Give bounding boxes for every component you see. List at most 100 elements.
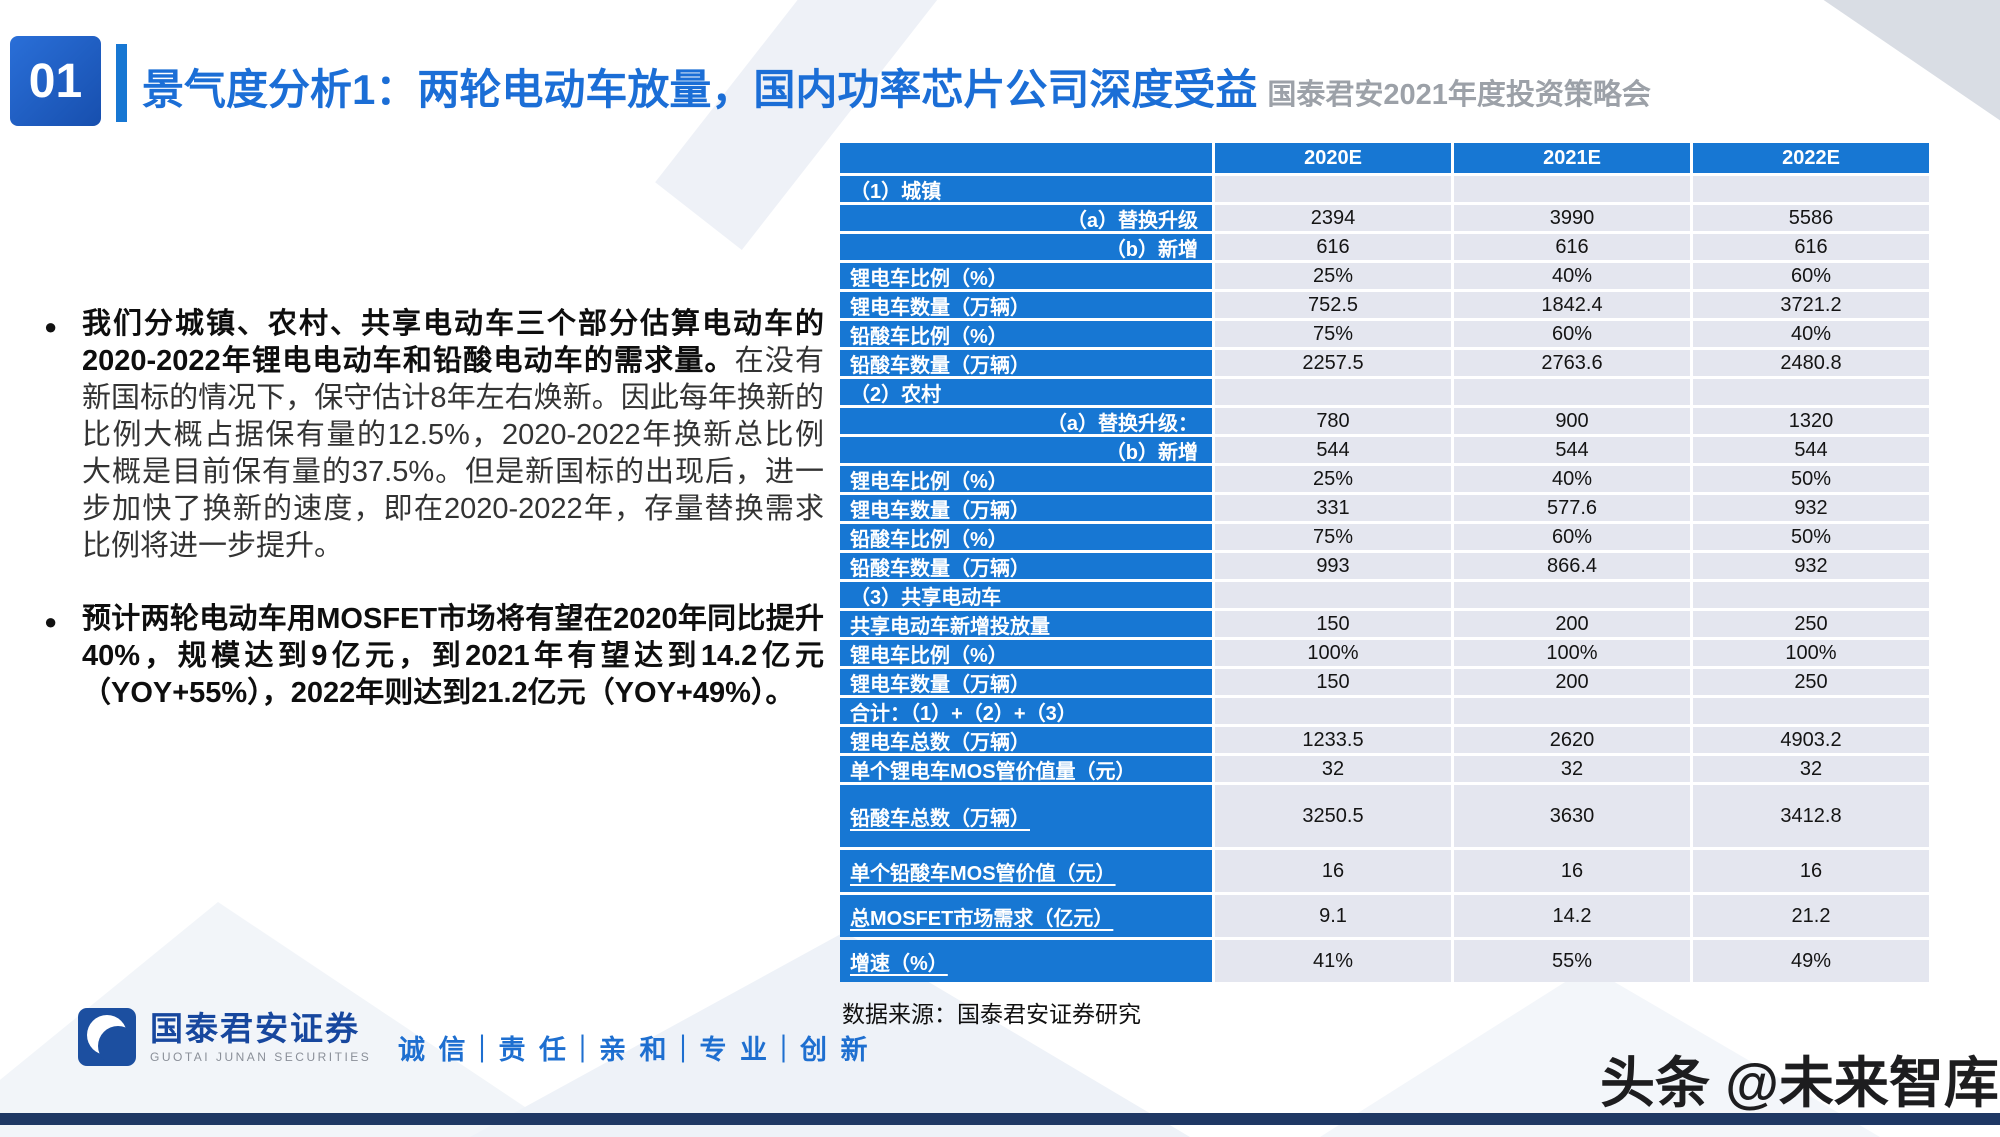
row-label-cell: 铅酸车数量（万辆） xyxy=(840,350,1212,376)
bullet-1-bold-text: 我们分城镇、农村、共享电动车三个部分估算电动车的2020-2022年锂电电动车和… xyxy=(82,308,824,377)
row-label-text: （3）共享电动车 xyxy=(850,586,1002,609)
source-note: 数据来源：国泰君安证券研究 xyxy=(842,1001,1141,1027)
table-row: （a）替换升级 2394 3990 5586 xyxy=(840,205,1932,231)
row-label-cell: 单个锂电车MOS管价值量（元） xyxy=(840,756,1212,782)
table-row: （3）共享电动车 xyxy=(840,582,1932,608)
row-label-text: 铅酸车数量（万辆） xyxy=(850,557,1030,580)
table-row: （b）新增 544 544 544 xyxy=(840,437,1932,463)
value-cell: 50% xyxy=(1693,466,1929,492)
row-label-text: 锂电车数量（万辆） xyxy=(850,673,1030,696)
value-cell: 932 xyxy=(1693,553,1929,579)
value-cell xyxy=(1454,582,1690,608)
value-cell: 616 xyxy=(1693,234,1929,260)
value-cell: 544 xyxy=(1693,437,1929,463)
row-label-cell: 共享电动车新增投放量 xyxy=(840,611,1212,637)
row-label-text: （b）新增 xyxy=(1105,238,1198,261)
bullet-list: ● 我们分城镇、农村、共享电动车三个部分估算电动车的2020-2022年锂电电动… xyxy=(42,306,824,712)
row-label-cell: 锂电车总数（万辆） xyxy=(840,727,1212,753)
row-label-text: 锂电车数量（万辆） xyxy=(850,296,1030,319)
value-cell: 5586 xyxy=(1693,205,1929,231)
bullet-marker-icon: ● xyxy=(44,314,58,339)
value-cell: 16 xyxy=(1454,850,1690,892)
bullet-marker-icon: ● xyxy=(44,609,58,634)
column-header-cell: 2021E xyxy=(1454,143,1690,173)
row-label-cell: （2）农村 xyxy=(840,379,1212,405)
value-cell: 780 xyxy=(1215,408,1451,434)
brand-text: 国泰君安证券 GUOTAI JUNAN SECURITIES xyxy=(150,1009,372,1064)
value-cell: 200 xyxy=(1454,611,1690,637)
value-cell: 544 xyxy=(1215,437,1451,463)
value-cell: 21.2 xyxy=(1693,895,1929,937)
slide-title: 景气度分析1：两轮电动车放量，国内功率芯片公司深度受益 xyxy=(142,66,1258,113)
slide-subtitle: 国泰君安2021年度投资策略会 xyxy=(1267,79,1651,111)
row-label-text: 锂电车比例（%） xyxy=(850,267,1008,290)
value-cell: 60% xyxy=(1693,263,1929,289)
column-header-cell: 2020E xyxy=(1215,143,1451,173)
row-label-text: 铅酸车比例（%） xyxy=(850,528,1008,551)
value-cell: 32 xyxy=(1454,756,1690,782)
value-cell xyxy=(1454,379,1690,405)
value-cell: 331 xyxy=(1215,495,1451,521)
row-label-cell: 锂电车数量（万辆） xyxy=(840,669,1212,695)
value-cell xyxy=(1454,176,1690,202)
row-label-text: （a）替换升级 xyxy=(1066,209,1198,232)
value-cell: 250 xyxy=(1693,611,1929,637)
row-label-text: 单个锂电车MOS管价值量（元） xyxy=(850,760,1136,783)
row-label-cell: 合计：（1）+（2）+（3） xyxy=(840,698,1212,724)
table-row: 锂电车数量（万辆） 150 200 250 xyxy=(840,669,1932,695)
value-cell: 100% xyxy=(1693,640,1929,666)
value-cell: 49% xyxy=(1693,940,1929,982)
table-row: 铅酸车总数（万辆） 3250.5 3630 3412.8 xyxy=(840,785,1932,847)
value-cell: 14.2 xyxy=(1454,895,1690,937)
value-cell: 75% xyxy=(1215,524,1451,550)
brand-name-cn: 国泰君安证券 xyxy=(150,1009,360,1047)
row-label-cell: 单个铅酸车MOS管价值（元） xyxy=(840,850,1212,892)
row-label-cell: 铅酸车数量（万辆） xyxy=(840,553,1212,579)
value-cell: 3630 xyxy=(1454,785,1690,847)
table-row: 总MOSFET市场需求（亿元） 9.1 14.2 21.2 xyxy=(840,895,1932,937)
row-label-text: （2）农村 xyxy=(850,383,942,406)
table-row: 锂电车数量（万辆） 331 577.6 932 xyxy=(840,495,1932,521)
value-cell: 55% xyxy=(1454,940,1690,982)
table-row: 锂电车总数（万辆） 1233.5 2620 4903.2 xyxy=(840,727,1932,753)
value-cell: 993 xyxy=(1215,553,1451,579)
table-row: 共享电动车新增投放量 150 200 250 xyxy=(840,611,1932,637)
bottom-accent-bar xyxy=(0,1113,2000,1125)
brand-name-en: GUOTAI JUNAN SECURITIES xyxy=(150,1049,372,1064)
row-label-text: 铅酸车总数（万辆） xyxy=(850,807,1030,830)
value-cell: 2480.8 xyxy=(1693,350,1929,376)
brand-logo-icon xyxy=(78,1008,136,1066)
value-cell xyxy=(1215,176,1451,202)
row-label-cell: （1）城镇 xyxy=(840,176,1212,202)
value-cell xyxy=(1454,698,1690,724)
data-table: 2020E 2021E 2022E （1）城镇 （a）替换升级 2394 3990 5586 （… xyxy=(840,143,1932,985)
bullet-item-2: ● 预计两轮电动车用MOSFET市场将有望在2020年同比提升40%，规模达到9… xyxy=(42,601,824,712)
value-cell: 32 xyxy=(1693,756,1929,782)
value-cell: 3412.8 xyxy=(1693,785,1929,847)
row-label-cell: （a）替换升级 xyxy=(840,205,1212,231)
row-label-cell: 铅酸车比例（%） xyxy=(840,524,1212,550)
title-divider-bar xyxy=(116,44,127,122)
value-cell: 41% xyxy=(1215,940,1451,982)
value-cell: 866.4 xyxy=(1454,553,1690,579)
header-label-cell xyxy=(840,143,1212,173)
value-cell: 40% xyxy=(1454,263,1690,289)
table-row: （1）城镇 xyxy=(840,176,1932,202)
value-cell: 616 xyxy=(1215,234,1451,260)
value-cell xyxy=(1693,379,1929,405)
row-label-text: 增速（%） xyxy=(850,952,948,975)
row-label-text: （1）城镇 xyxy=(850,180,942,203)
value-cell: 100% xyxy=(1454,640,1690,666)
row-label-text: 铅酸车数量（万辆） xyxy=(850,354,1030,377)
table-row: 单个铅酸车MOS管价值（元） 16 16 16 xyxy=(840,850,1932,892)
value-cell: 16 xyxy=(1215,850,1451,892)
value-cell: 1842.4 xyxy=(1454,292,1690,318)
value-cell: 40% xyxy=(1454,466,1690,492)
value-cell: 50% xyxy=(1693,524,1929,550)
value-cell: 25% xyxy=(1215,263,1451,289)
value-cell: 2394 xyxy=(1215,205,1451,231)
table-row: 铅酸车数量（万辆） 2257.5 2763.6 2480.8 xyxy=(840,350,1932,376)
value-cell xyxy=(1693,176,1929,202)
row-label-cell: 锂电车数量（万辆） xyxy=(840,495,1212,521)
row-label-cell: 铅酸车总数（万辆） xyxy=(840,785,1212,847)
